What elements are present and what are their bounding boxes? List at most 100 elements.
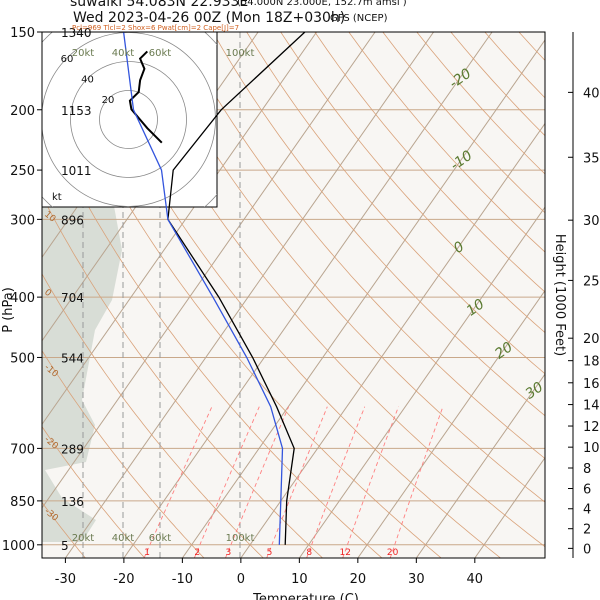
mixing-ratio-label: 1 (144, 548, 150, 558)
x-axis-label: Temperature (C) (252, 592, 359, 600)
y2-tick-label: 8 (583, 462, 591, 477)
height-label: 1340 (61, 26, 92, 40)
dry-adiabat (76, 32, 501, 558)
y-tick-label: 1000 (2, 539, 35, 554)
hodograph-ring-label: 40 (81, 74, 94, 85)
dry-adiabat (42, 114, 383, 558)
height-label: 289 (61, 442, 84, 456)
dry-adiabat (42, 32, 442, 558)
isotherm (298, 206, 545, 558)
isotherm (357, 289, 545, 558)
dry-adiabat (348, 32, 545, 253)
hodograph-line (128, 50, 163, 144)
profile-line (122, 32, 284, 545)
y2-tick-label: 12 (583, 420, 600, 435)
adiabat-label: 0 (42, 288, 53, 300)
hodograph-unit: kt (52, 192, 62, 203)
y2-tick-label: 25 (583, 274, 600, 289)
y2-tick-label: 35 (583, 151, 600, 166)
mixing-ratio-label: 12 (339, 548, 350, 558)
y2-axis-label: Height (1000 Feet) (552, 234, 567, 356)
y-tick-label: 200 (10, 104, 35, 119)
speed-label: 60kt (149, 48, 172, 59)
profile-line (167, 32, 306, 545)
y2-tick-label: 2 (583, 523, 591, 538)
y2-tick-label: 0 (583, 542, 591, 557)
y2-tick-label: 18 (583, 355, 600, 370)
y2-tick-label: 40 (583, 86, 600, 101)
x-tick-label: 0 (237, 572, 245, 587)
dry-adiabat (42, 425, 145, 558)
dry-adiabat (42, 349, 205, 558)
speed-label: 60kt (149, 533, 172, 544)
height-label: 704 (61, 291, 84, 305)
height-label: 1153 (61, 104, 92, 118)
x-tick-label: 40 (467, 572, 484, 587)
dry-adiabat (280, 32, 545, 334)
mixing-ratio-line (225, 406, 290, 558)
x-tick-label: -10 (172, 572, 193, 587)
height-label: 136 (61, 495, 84, 509)
y2-tick-label: 14 (583, 399, 600, 414)
mixing-ratio-line (143, 406, 213, 558)
speed-label: 20kt (72, 533, 95, 544)
y2-tick-label: 6 (583, 483, 591, 498)
speed-label: 40kt (112, 48, 135, 59)
dry-adiabat (42, 194, 323, 558)
speed-label: 40kt (112, 533, 135, 544)
isotherm (474, 456, 545, 558)
isotherm (181, 39, 545, 558)
mixing-ratio-label: 8 (306, 548, 312, 558)
height-label: 896 (61, 213, 84, 227)
y2-tick-label: 30 (583, 214, 600, 229)
y2-tick-label: 20 (583, 332, 600, 347)
model: GFS (NCEP) (330, 13, 388, 24)
parcel-info: Pcl=969 Tlcl=2 Shox=6 Pwat[cm]=2 Cape[J]… (72, 24, 239, 32)
x-tick-label: 10 (291, 572, 308, 587)
dry-adiabat (178, 32, 545, 460)
hodograph-ring (70, 61, 187, 178)
hodograph-ring-label: 60 (61, 54, 74, 65)
height-label: 544 (61, 351, 84, 365)
dry-adiabat (42, 501, 86, 558)
isotherm (64, 32, 435, 558)
mixing-ratio-label: 3 (225, 548, 231, 558)
mixing-ratio-label: 20 (387, 548, 399, 558)
mixing-ratio-label: 2 (194, 548, 200, 558)
y-tick-label: 700 (10, 442, 35, 457)
y2-tick-label: 4 (583, 503, 591, 518)
speed-label: 20kt (72, 48, 95, 59)
dry-adiabat (212, 32, 545, 417)
mixing-ratio-line (193, 406, 260, 558)
hodograph-ring-label: 20 (102, 95, 115, 106)
y-tick-label: 300 (10, 213, 35, 228)
mixing-ratio-line (266, 406, 328, 558)
speed-label: 100kt (226, 48, 255, 59)
y-tick-label: 850 (10, 495, 35, 510)
y-tick-label: 400 (10, 291, 35, 306)
isotherm-extra (42, 32, 376, 509)
y-tick-label: 250 (10, 164, 35, 179)
mixing-ratio-label: 5 (267, 548, 273, 558)
hodograph-ring (99, 90, 158, 149)
dry-adiabat (314, 32, 545, 293)
isotherm (123, 32, 493, 558)
height-label: 5 (61, 539, 69, 553)
mixing-ratio-line (342, 406, 399, 558)
y2-tick-label: 16 (583, 377, 600, 392)
profile-layer (122, 32, 306, 545)
speed-label: 100kt (226, 533, 255, 544)
mixing-ratio-line (389, 406, 444, 558)
isotherm-extra (42, 32, 318, 426)
dry-adiabat (246, 32, 545, 375)
y-axis-label: P (hPa) (1, 287, 16, 333)
title-coords: (54.000N 23.000E, 152.7m amsl ) (237, 0, 407, 8)
y-tick-label: 150 (10, 26, 35, 41)
x-tick-label: 20 (350, 572, 367, 587)
y-tick-label: 500 (10, 351, 35, 366)
x-tick-label: -20 (113, 572, 134, 587)
dry-adiabat (144, 32, 545, 503)
height-label: 1011 (61, 164, 92, 178)
